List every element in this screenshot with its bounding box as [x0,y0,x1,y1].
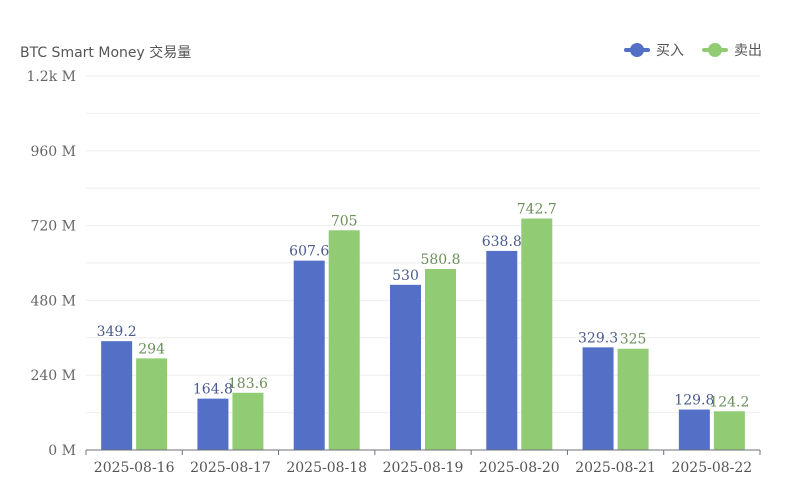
bar-buy[interactable] [486,250,518,450]
bar-sell[interactable] [425,268,456,450]
data-label-sell: 325 [620,332,647,348]
legend-item-sell[interactable]: 卖出 [702,40,762,60]
data-label-buy: 607.6 [289,244,329,260]
grid-lines [86,75,760,414]
data-label-sell: 742.7 [517,202,557,218]
x-tick-label: 2025-08-16 [94,460,175,476]
data-label-sell: 580.8 [420,252,460,268]
bar-sell[interactable] [136,358,168,450]
x-tick-label: 2025-08-22 [671,460,752,476]
chart-title: BTC Smart Money 交易量 [20,45,192,61]
x-tick-label: 2025-08-17 [190,460,271,476]
legend-label-sell: 卖出 [734,43,762,59]
bars [101,218,745,450]
data-label-buy: 638.8 [482,234,522,250]
data-label-buy: 530 [392,268,419,284]
legend-label-buy: 买入 [656,43,684,59]
x-tick-label: 2025-08-21 [575,460,656,476]
y-tick-label: 960 M [30,144,76,160]
bar-sell[interactable] [713,411,745,450]
x-tick-label: 2025-08-20 [479,460,560,476]
data-label-sell: 705 [331,213,358,229]
data-label-buy: 349.2 [97,324,137,340]
bar-buy[interactable] [293,260,325,450]
x-tick-label: 2025-08-18 [286,460,367,476]
bar-buy[interactable] [390,284,421,450]
y-tick-label: 0 M [48,443,76,459]
bar-sell[interactable] [328,230,360,450]
y-tick-label: 1.2k M [26,69,76,85]
bar-buy[interactable] [197,398,229,450]
data-label-buy: 129.8 [674,393,714,409]
bar-sell[interactable] [232,392,264,450]
y-tick-label: 240 M [30,368,76,384]
bar-buy[interactable] [678,409,710,450]
bar-sell[interactable] [521,218,553,450]
x-axis: 2025-08-16 2025-08-17 2025-08-18 2025-08-19… [85,449,761,476]
x-tick-label: 2025-08-19 [383,460,464,476]
legend: 买入 卖出 [624,40,762,60]
bar-buy[interactable] [101,341,133,450]
bar-buy[interactable] [582,347,614,450]
legend-item-buy[interactable]: 买入 [624,40,684,60]
data-label-sell: 294 [138,341,165,357]
data-label-buy: 329.3 [578,330,618,346]
data-label-sell: 183.6 [228,376,268,392]
legend-swatch-buy-icon [624,43,650,57]
legend-swatch-sell-icon [702,43,728,57]
bar-sell[interactable] [617,348,649,450]
y-axis-ticks: 0 M 240 M 480 M 720 M 960 M 1.2k M [26,69,76,459]
y-tick-label: 720 M [30,219,76,235]
data-label-buy: 164.8 [193,382,233,398]
y-tick-label: 480 M [30,293,76,309]
data-label-sell: 124.2 [709,394,749,410]
